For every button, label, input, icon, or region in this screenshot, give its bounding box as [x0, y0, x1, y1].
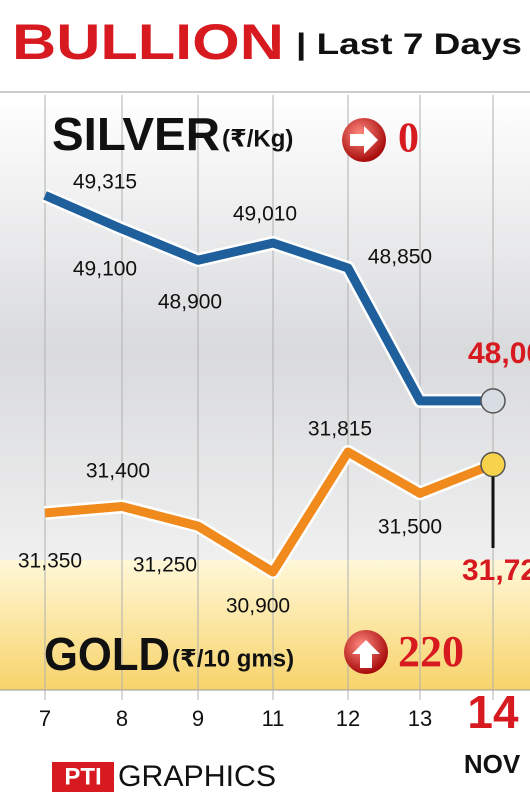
silver-panel [0, 95, 530, 605]
x-tick-label: 11 [262, 706, 285, 731]
source-label: GRAPHICS [118, 760, 276, 793]
series-unit: (₹/10 gms) [172, 645, 294, 672]
x-tick-label: 13 [408, 706, 432, 731]
gold-panel [0, 560, 530, 690]
x-tick-label: 14 [467, 686, 519, 738]
x-tick-label: 12 [336, 706, 360, 731]
value-label: 30,900 [226, 595, 290, 618]
x-tick-label: 7 [39, 706, 51, 731]
series-line [44, 447, 495, 577]
value-label: 49,010 [233, 203, 297, 226]
x-tick-label: 9 [192, 706, 204, 731]
value-label: 48,850 [368, 246, 432, 269]
series-unit: (₹/Kg) [222, 125, 293, 152]
x-tick-label: 8 [116, 706, 128, 731]
arrow [350, 126, 378, 154]
series-name: SILVER [52, 108, 220, 160]
change-value: 220 [398, 627, 464, 676]
source: PTI [64, 763, 101, 790]
value-label: 31,400 [86, 460, 150, 483]
end-marker [480, 451, 506, 478]
value-label: 49,315 [73, 171, 137, 194]
series-line [43, 191, 493, 406]
value-label-current: 31,720 [462, 554, 530, 587]
arrow [352, 640, 380, 668]
value-label: 48,900 [158, 291, 222, 314]
value-label: 31,500 [378, 516, 442, 539]
source-logo [52, 762, 114, 792]
value-label: 31,350 [18, 550, 82, 573]
value-label-current: 48,000 [468, 337, 530, 370]
chart-title: BULLION [12, 14, 284, 70]
change-value: 0 [398, 116, 419, 162]
value-label: 31,815 [308, 418, 372, 441]
value-label: 31,250 [133, 554, 197, 577]
chart-subtitle: | Last 7 Days [296, 28, 522, 61]
value-label: 49,100 [73, 258, 137, 281]
end-marker [480, 388, 506, 414]
month-label: NOV [464, 749, 521, 779]
series-name: GOLD [44, 628, 170, 680]
